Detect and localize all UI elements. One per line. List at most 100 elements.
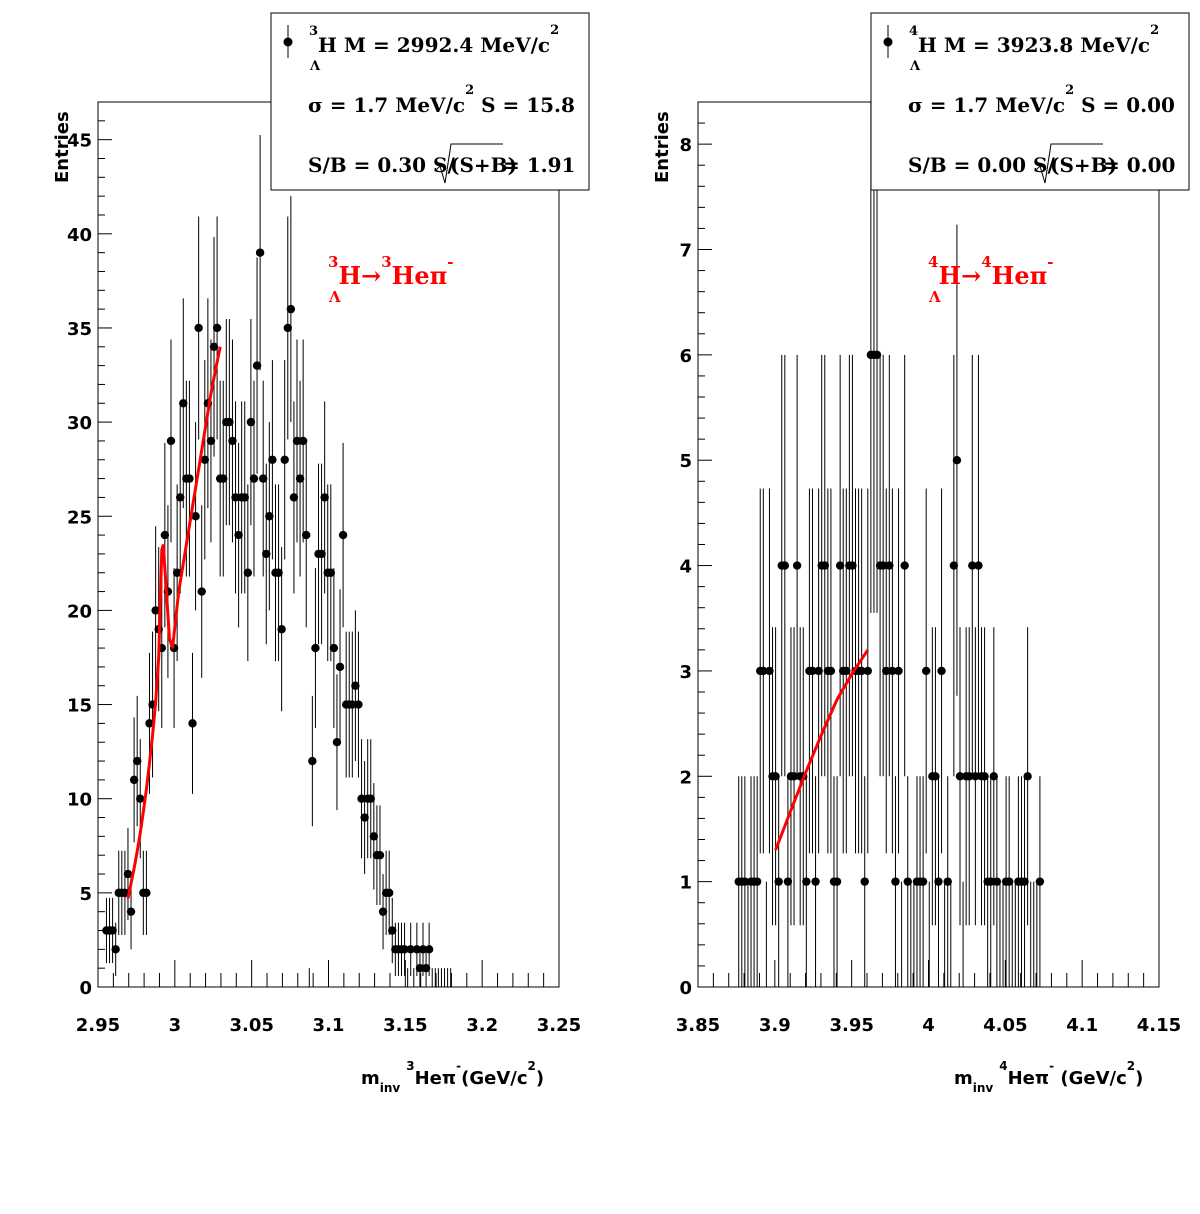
left-data-point [212,323,222,333]
right-stats-row2-unit-sup: 2 [1065,83,1074,98]
right-stats-box: 4H M = 3923.8 MeV/c2 Λ σ = 1.7 MeV/c2 S … [870,12,1190,191]
right-data-point [1020,877,1029,886]
left-data-point [258,474,268,483]
left-data-point [176,493,185,502]
left-stats-row3-root: (S+B) [450,153,517,177]
left-data-point [197,587,206,596]
right-ytick-label: 6 [679,346,692,367]
left-data-point [415,963,425,973]
right-x-label-unit: (GeV/c [1054,1068,1127,1089]
left-data-point [335,662,345,672]
right-data-point [949,561,959,570]
left-data-point [286,304,296,314]
left-stats-row1-sym: H [318,33,337,57]
right-data-point [882,666,891,676]
left-plot-yticks: 0 5 10 15 20 25 30 35 40 45 [67,101,112,999]
left-data-point [172,568,182,577]
right-data-point [872,350,882,360]
left-data-point [194,323,203,333]
left-data-point [274,568,283,577]
left-data-point [292,436,302,446]
left-stats-row2: σ = 1.7 MeV/c2 S = 15.8 [308,83,575,117]
right-data-point [965,772,974,781]
left-stats-marker [283,37,293,47]
right-x-label-unit-sup: 2 [1127,1059,1135,1073]
right-data-point [894,666,903,676]
right-data-point [783,877,793,886]
right-stats-row3-root: (S+B) [1050,153,1117,177]
right-data-point [835,561,845,570]
left-y-axis-label: Entries [52,111,73,183]
right-data-point [848,561,857,570]
left-x-label-close: ) [536,1068,544,1089]
right-x-label-sub: inv [973,1081,994,1095]
right-xtick-label: 3.85 [676,1015,720,1036]
right-plot-xticks: 3.85 3.9 3.95 4 4.05 4.1 4.15 [676,960,1181,1036]
left-data-point [209,342,219,351]
left-decay-annotation: 3H→3Heπ- Λ [328,253,453,306]
left-data-point [332,738,342,747]
right-stats-row2-tail: S = 0.00 [1074,93,1175,117]
right-data-point [792,561,802,570]
left-data-point [424,945,434,954]
right-plot: 0 1 2 3 4 5 6 7 8 3.85 3.9 3.95 4 4.05 4.1 4.15 Entrie… [652,12,1190,1095]
left-data-point [338,530,348,540]
right-data-point [885,561,894,570]
right-stats-sqrt-sign [1035,143,1103,184]
left-data-point [145,719,154,728]
right-data-point [780,561,790,570]
right-xtick-label: 4.05 [983,1015,1027,1036]
left-ytick-label: 0 [79,978,92,999]
left-data-point [160,530,170,540]
left-ytick-label: 5 [79,884,92,905]
right-data-point [903,877,912,886]
right-data-point [789,772,799,781]
left-data-point [151,606,160,615]
left-ytick-label: 25 [67,507,92,528]
right-annotation-part1: H→ [938,261,981,290]
left-data-point [326,568,336,577]
left-data-point [108,926,117,935]
left-data-point [366,794,375,803]
right-stats-frame [870,12,1190,191]
right-data-point [820,561,829,570]
left-data-point [412,945,422,954]
right-data-point [1035,877,1045,886]
right-data-point [878,561,888,570]
right-annotation-lambda: Λ [928,288,941,306]
left-data-point [277,625,286,634]
right-annotation-sup1: 4 [928,253,938,271]
right-data-point [771,772,780,781]
right-x-label-mid: Heπ [1008,1068,1050,1089]
left-ytick-label: 15 [67,696,92,717]
left-data-point [185,474,194,483]
right-ytick-label: 1 [679,873,692,894]
left-ytick-label: 30 [67,413,92,434]
left-ytick-label: 20 [67,601,92,622]
left-data-point [351,681,360,690]
right-data-point [765,666,774,676]
right-fit-curve [774,649,870,851]
right-data-point [918,877,928,886]
right-data-point [968,561,977,570]
left-stats-row1: 3H M = 2992.4 MeV/c2 [309,23,559,57]
left-data-point [136,794,145,803]
left-data-point [360,813,369,822]
left-data-point [388,926,397,935]
left-data-point [252,361,262,370]
left-data-point [348,700,357,709]
right-y-axis-label: Entries [652,111,673,183]
right-data-point [826,666,836,676]
right-stats-row3: S/B = 0.00 S/ (S+B) = 0.00 [908,143,1175,184]
right-xtick-label: 4.1 [1066,1015,1098,1036]
left-data-point [188,719,197,728]
left-annotation-sup1: 3 [328,253,338,271]
left-x-label-unit: (GeV/c [461,1068,527,1089]
right-annotation-main: 4H→4Heπ- [928,253,1053,290]
right-data-point [900,561,909,570]
left-data-point [200,455,209,464]
right-data-point [814,666,823,676]
left-xtick-label: 3.05 [229,1015,273,1036]
right-data-point [931,772,940,781]
